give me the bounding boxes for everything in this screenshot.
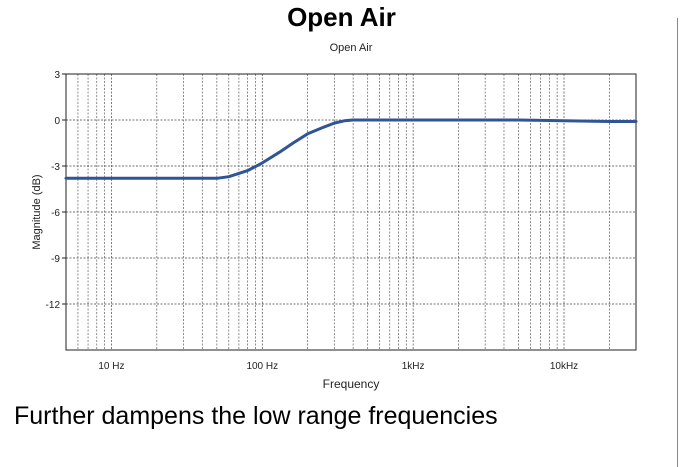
x-axis-ticks: 10 Hz 100 Hz 1kHz 10kHz	[98, 361, 578, 372]
y-tick-label: 3	[54, 70, 60, 81]
chart-grid	[66, 74, 636, 350]
chart-title: Open Air	[330, 42, 373, 54]
x-tick-label: 10 Hz	[98, 361, 124, 372]
y-axis-label: Magnitude (dB)	[31, 174, 43, 249]
x-axis-label: Frequency	[323, 377, 380, 391]
x-tick-label: 100 Hz	[246, 361, 278, 372]
y-axis-ticks: 3 0 -3 -6 -9 -12	[46, 70, 66, 311]
slide-title: Open Air	[287, 2, 396, 32]
y-tick-label: 0	[54, 116, 60, 127]
series-line	[64, 118, 638, 180]
slide-caption: Further dampens the low range frequencie…	[14, 402, 498, 430]
y-tick-label: -6	[51, 208, 60, 219]
y-tick-label: -12	[46, 300, 61, 311]
y-tick-label: -9	[51, 254, 60, 265]
slide-edge-divider	[677, 18, 678, 467]
x-tick-label: 10kHz	[550, 361, 578, 372]
y-tick-label: -3	[51, 162, 60, 173]
frequency-response-chart: Open Air 3 0 -3 -6 -9 -12 10 Hz 100 Hz 1kHz 10kH…	[31, 42, 638, 391]
x-tick-label: 1kHz	[402, 361, 425, 372]
